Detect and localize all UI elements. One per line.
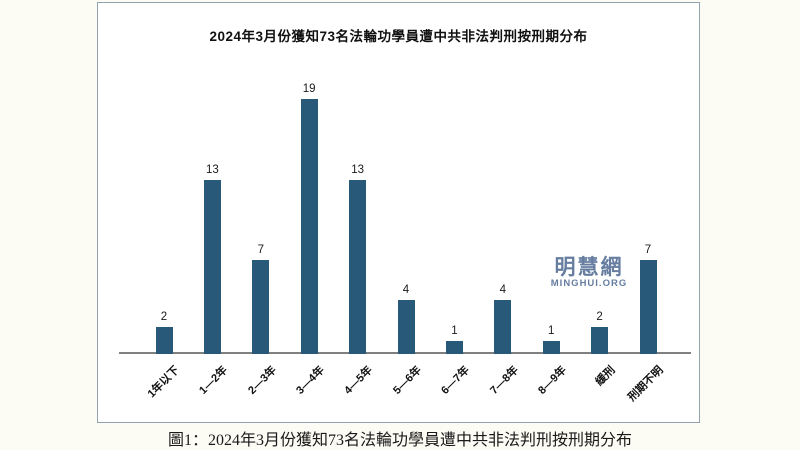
x-tick-label: 8—9年 [536, 364, 569, 397]
x-tick-label: 1年以下 [145, 364, 182, 401]
bar-value-label: 4 [499, 284, 506, 296]
bar-value-label: 19 [302, 83, 316, 95]
bar [300, 99, 318, 354]
bar [397, 300, 415, 354]
bar [203, 180, 221, 354]
bar [639, 260, 657, 354]
chart-title: 2024年3月份獲知73名法輪功學員遭中共非法判刑按刑期分布 [209, 29, 588, 44]
minghui-watermark: 明慧網 MINGHUI.ORG [541, 256, 637, 290]
chart-panel: 2024年3月份獲知73名法輪功學員遭中共非法判刑按刑期分布 2 1年以下 13 1—… [97, 2, 700, 423]
bar [349, 180, 367, 354]
x-tick-label: 1—2年 [197, 364, 231, 397]
bar-value-label: 4 [402, 284, 410, 296]
watermark-latin-text: MINGHUI.ORG [550, 278, 628, 290]
watermark-cjk-text: 明慧網 [554, 256, 624, 279]
bar [445, 341, 463, 354]
bar-value-label: 2 [596, 311, 603, 323]
bar [542, 341, 560, 354]
x-tick-label: 4—5年 [342, 364, 376, 397]
bar-value-label: 1 [451, 325, 458, 337]
figure-caption: 圖1：2024年3月份獲知73名法輪功學員遭中共非法判刑按刑期分布 [167, 432, 632, 449]
x-tick-label: 7—8年 [487, 364, 521, 397]
bar-value-label: 1 [547, 325, 555, 337]
bar-value-label: 7 [257, 244, 264, 256]
x-tick-label: 3—4年 [294, 364, 327, 397]
x-tick-label: 5—6年 [390, 364, 424, 397]
bar [591, 327, 609, 354]
x-tick-label: 6—7年 [439, 364, 473, 397]
bar-value-label: 7 [644, 244, 652, 256]
bar [155, 327, 173, 354]
bar-value-label: 13 [351, 164, 364, 176]
bar-value-label: 2 [160, 311, 168, 323]
x-tick-label: 刑期不明 [626, 364, 666, 404]
bar-value-label: 13 [205, 164, 219, 176]
x-tick-label: 2—3年 [245, 364, 279, 397]
bar [252, 260, 270, 354]
bar [494, 300, 512, 354]
x-tick-label: 緩刑 [593, 364, 618, 389]
bar-plot: 2 1年以下 13 1—2年 7 2—3年 19 3—4年 13 4—5年 4 5—6年 1 6—7年 4 7… [98, 3, 699, 422]
